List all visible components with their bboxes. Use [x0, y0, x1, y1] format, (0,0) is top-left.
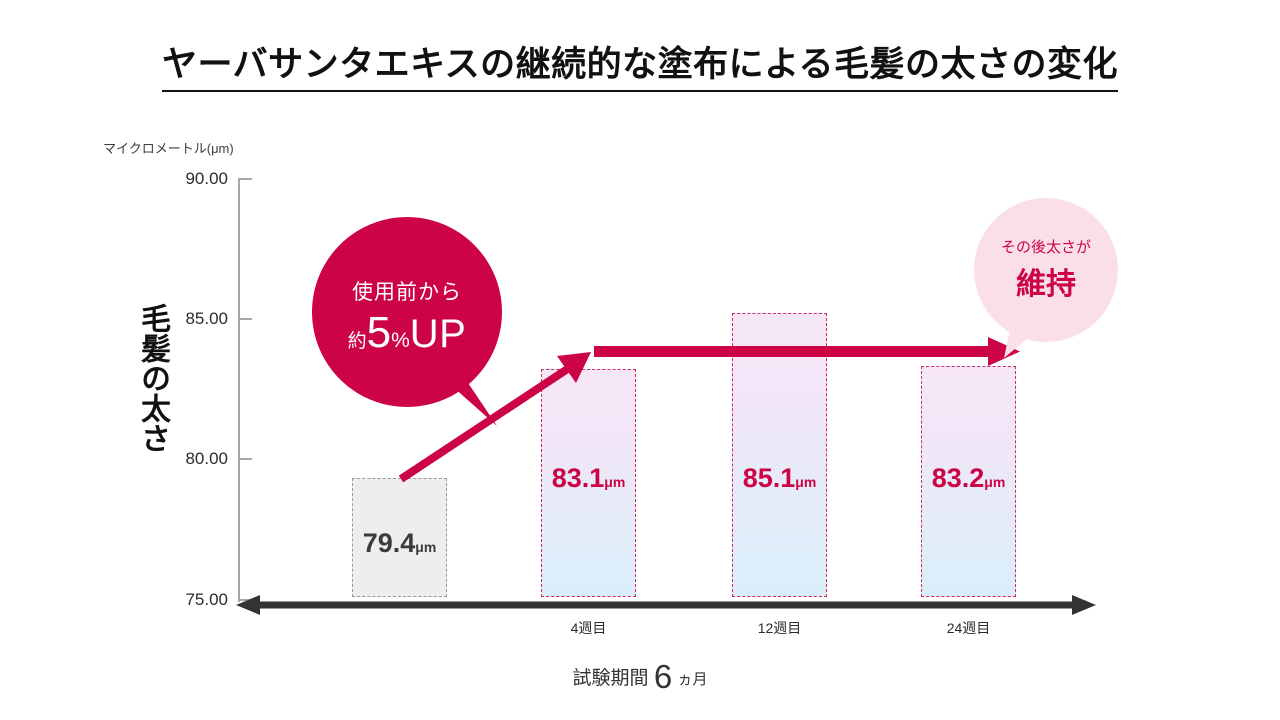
- x-tick-label-week24: 24週目: [946, 620, 991, 636]
- bar-value-label-baseline: 79.4μm: [352, 528, 447, 559]
- footer-suffix: ヵ月: [677, 671, 708, 688]
- x-tick-label-week12: 12週目: [757, 620, 802, 636]
- bar-baseline: [352, 478, 447, 597]
- y-tick-label-85: 85.00: [185, 309, 228, 328]
- bar-value-week4: 83.1: [551, 463, 605, 493]
- x-tick-label-week4: 4週目: [570, 620, 607, 636]
- page-title: ヤーバサンタエキスの継続的な塗布による毛髪の太さの変化: [0, 36, 1280, 92]
- bar-value-label-week12: 85.1μm: [732, 463, 827, 494]
- footer-number: 6: [653, 658, 673, 695]
- footer-caption: 試験期間 6 ヵ月: [0, 658, 1280, 696]
- y-axis-line: [238, 178, 240, 602]
- bar-unit-week4: μm: [604, 474, 626, 490]
- y-tick-85: [238, 318, 252, 320]
- bar-value-label-week24: 83.2μm: [921, 463, 1016, 494]
- bar-week24: [921, 366, 1016, 597]
- bar-unit-week12: μm: [795, 474, 817, 490]
- callout-maintain-shape: [974, 198, 1118, 358]
- y-axis-unit-label: マイクロメートル(μm): [103, 141, 234, 156]
- page-title-text: ヤーバサンタエキスの継続的な塗布による毛髪の太さの変化: [161, 45, 1119, 92]
- callout-increase-shape: [312, 217, 502, 426]
- y-tick-90: [238, 178, 252, 180]
- bar-value-label-week4: 83.1μm: [541, 463, 636, 494]
- bar-unit-baseline: μm: [415, 539, 437, 555]
- footer-prefix: 試験期間: [572, 668, 649, 689]
- callout-maintain: その後太さが 維持: [968, 198, 1124, 360]
- y-tick-label-80: 80.00: [185, 449, 228, 468]
- bar-value-baseline: 79.4: [362, 528, 416, 558]
- y-tick-75: [238, 599, 252, 601]
- x-axis-arrow: [236, 594, 1096, 616]
- y-tick-80: [238, 458, 252, 460]
- bar-week12: [732, 313, 827, 597]
- bar-value-week24: 83.2: [931, 463, 985, 493]
- bar-unit-week24: μm: [984, 474, 1006, 490]
- y-axis-title: 毛髪の太さ: [136, 303, 169, 453]
- y-tick-label-90: 90.00: [185, 169, 228, 188]
- bar-value-week12: 85.1: [742, 463, 796, 493]
- callout-increase: 使用前から 約5%UP: [312, 214, 502, 426]
- y-tick-label-75: 75.00: [185, 590, 228, 609]
